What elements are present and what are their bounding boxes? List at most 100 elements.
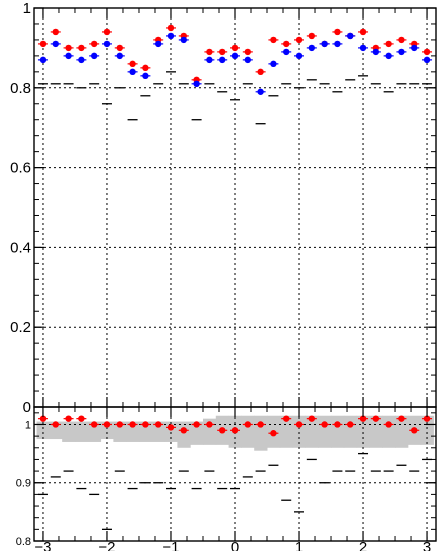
data-point [52,40,59,48]
data-point [423,48,431,56]
data-point [65,44,72,52]
band-bin [126,421,140,442]
x-tick-label: 0 [231,539,239,551]
axis-ticks: 0.8 0.9 1 −3 −2 −1 0 1 2 3 [16,407,436,551]
band-bin [254,415,268,451]
data-point [142,421,149,428]
data-point [347,421,354,428]
data-point [193,80,200,88]
plot-frame-border [33,7,437,408]
ratio-panel: 0.8 0.9 1 −3 −2 −1 0 1 2 3 [16,406,437,551]
data-point [334,421,341,428]
data-point [411,427,418,434]
data-point [423,415,431,422]
y-tick-label: 1 [25,419,31,431]
data-point [142,72,149,80]
band-bin [138,421,153,442]
data-point [334,40,341,48]
data-point [385,40,392,48]
band-bin [190,421,204,445]
plot-frame-border [33,406,437,542]
data-point [347,32,354,40]
data-point [385,52,392,60]
y-tick-label: 0.6 [10,160,31,177]
band-bin [87,421,102,442]
data-point [283,48,290,56]
y-tick-label: 0.8 [16,536,31,548]
data-point [398,48,405,56]
data-point [295,36,303,44]
data-point [270,36,277,44]
data-point [218,427,226,434]
y-tick-label: 0 [23,399,31,416]
data-point [52,28,59,36]
band-bin [74,421,89,442]
data-point [295,421,303,428]
y-tick-label: 1 [23,0,31,17]
data-point [334,28,341,36]
data-point [385,421,392,428]
band-bin [369,415,383,448]
data-point [154,421,162,428]
main-panel: 0 0.2 0.4 0.6 0.8 1 [10,0,437,416]
data-point [39,56,47,64]
band-bin [113,421,127,442]
data-point [39,415,47,422]
data-point [359,415,367,422]
data-point [231,427,239,434]
data-point [244,48,252,56]
data-point [180,427,187,434]
band-bin [49,421,63,440]
band-bin [305,415,319,448]
data-point [218,56,226,64]
data-point [90,40,98,48]
band-bin [331,415,345,448]
data-point [103,28,111,36]
data-point [257,68,264,76]
band-bin [420,415,434,445]
band-bin [343,415,358,448]
data-point [103,421,111,428]
band-bin [36,421,50,440]
data-point [78,56,85,64]
band-bin [100,421,114,440]
data-point [116,421,123,428]
data-point [244,421,252,428]
band-bin [382,415,396,448]
marks-layer [37,24,433,125]
data-point [167,424,175,431]
plot-frame [33,7,437,408]
data-point [283,40,290,48]
band-bin [356,415,370,448]
data-point [129,60,136,68]
data-point [398,36,405,44]
data-point [257,421,264,428]
band-bin [395,415,409,448]
data-point [142,64,149,72]
data-point [308,415,316,422]
band-bin [62,421,76,442]
data-point [78,44,85,52]
x-tick-label: −1 [162,539,179,551]
y-tick-label: 0.2 [10,319,31,336]
data-point [116,44,123,52]
data-point [283,415,290,422]
data-point [206,48,213,56]
data-point [129,421,136,428]
data-point [321,421,328,428]
data-point [231,52,239,60]
x-tick-label: 3 [423,539,431,551]
band-bin [177,421,191,448]
plot-frame [33,406,437,542]
x-tick-label: 1 [295,539,303,551]
data-point [65,52,72,60]
data-point [193,421,200,428]
y-tick-label: 0.9 [16,478,31,490]
band-bin [241,415,255,448]
data-point [39,40,47,48]
x-tick-label: 2 [359,539,367,551]
band-bin [151,421,166,442]
data-point [244,56,252,64]
data-point [116,52,123,60]
